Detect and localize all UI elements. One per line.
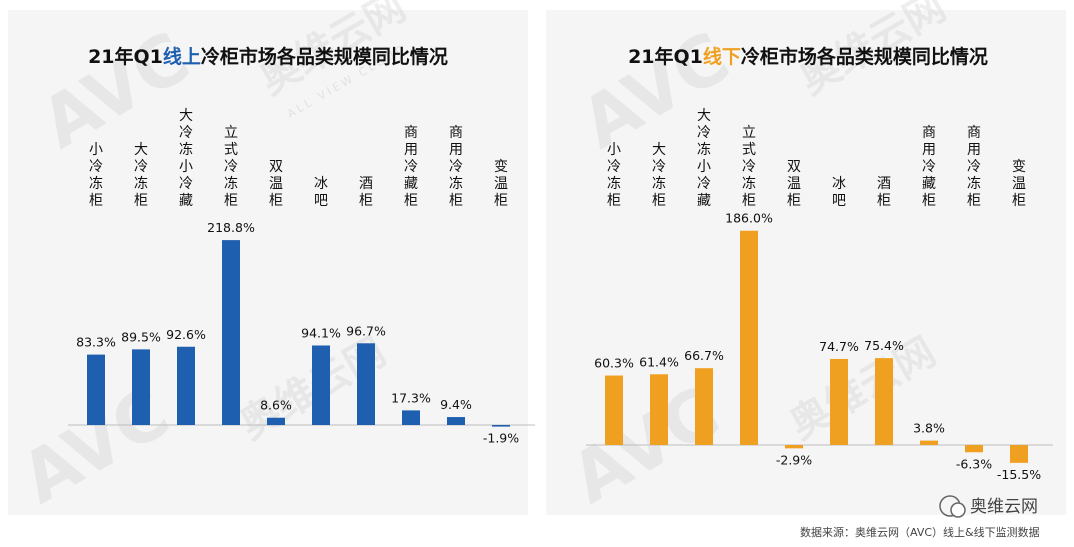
chart-title-part-0: 21年Q1 (88, 45, 163, 68)
category-label: 冰吧 (832, 176, 846, 209)
bar (447, 417, 465, 425)
bar (785, 445, 803, 449)
bar (920, 440, 938, 445)
chart-title-part-2: 冷柜市场各品类规模同比情况 (201, 45, 448, 68)
chart-title: 21年Q1线上冷柜市场各品类规模同比情况 (88, 45, 448, 68)
category-label: 变温柜 (494, 159, 508, 209)
bar (132, 349, 150, 425)
value-label: 218.8% (207, 220, 255, 235)
value-label: -1.9% (483, 431, 519, 446)
category-label: 双温柜 (269, 159, 283, 209)
left-panel-bg (8, 10, 528, 515)
category-label: 酒柜 (359, 176, 373, 209)
bar (492, 425, 510, 427)
value-label: 9.4% (440, 397, 472, 412)
category-label: 小冷冻柜 (607, 142, 621, 209)
value-label: 74.7% (819, 339, 859, 354)
category-label: 商用冷藏柜 (404, 125, 418, 209)
bar (830, 358, 848, 445)
chart-title-part-1: 线下 (703, 45, 741, 68)
value-label: 94.1% (301, 325, 341, 340)
category-label: 商用冷冻柜 (449, 125, 463, 209)
value-label: 92.6% (166, 327, 206, 342)
value-label: 96.7% (346, 323, 386, 338)
bar (267, 417, 285, 425)
bar (605, 375, 623, 445)
bar (222, 240, 240, 425)
category-label: 大冷冻柜 (134, 142, 148, 209)
category-label: 大冷冻小冷藏 (179, 108, 193, 209)
right-panel-bg (546, 10, 1066, 515)
chart-title-part-2: 冷柜市场各品类规模同比情况 (741, 45, 988, 68)
category-label: 立式冷冻柜 (224, 125, 238, 209)
category-label: 商用冷藏柜 (922, 125, 936, 209)
category-label: 变温柜 (1012, 159, 1026, 209)
wechat-name: 奥维云网 (970, 497, 1038, 517)
value-label: 89.5% (121, 329, 161, 344)
value-label: 66.7% (684, 348, 724, 363)
category-label: 大冷冻小冷藏 (697, 108, 711, 209)
value-label: 8.6% (260, 398, 292, 413)
chart-title: 21年Q1线下冷柜市场各品类规模同比情况 (628, 45, 988, 68)
bar (965, 445, 983, 453)
value-label: -15.5% (997, 467, 1041, 482)
value-label: 3.8% (913, 421, 945, 436)
bar (87, 354, 105, 425)
value-label: 186.0% (725, 211, 773, 226)
value-label: -2.9% (776, 452, 812, 467)
bar (402, 410, 420, 425)
bar (740, 230, 758, 445)
category-label: 小冷冻柜 (89, 142, 103, 209)
category-label: 大冷冻柜 (652, 142, 666, 209)
wechat-badge: 奥维云网 (939, 495, 1038, 518)
value-label: 17.3% (391, 390, 431, 405)
category-label: 立式冷冻柜 (742, 125, 756, 209)
wechat-icon-bubble (950, 502, 966, 518)
chart-title-part-1: 线上 (163, 45, 201, 68)
bar (650, 374, 668, 445)
value-label: 83.3% (76, 335, 116, 350)
value-label: 60.3% (594, 356, 634, 371)
bar (875, 358, 893, 445)
chart-title-part-0: 21年Q1 (628, 45, 703, 68)
category-label: 商用冷冻柜 (967, 125, 981, 209)
category-label: 双温柜 (787, 159, 801, 209)
bar (695, 368, 713, 445)
bar (177, 346, 195, 425)
bar (1010, 445, 1028, 463)
category-label: 冰吧 (314, 176, 328, 209)
value-label: -6.3% (956, 456, 992, 471)
value-label: 75.4% (864, 338, 904, 353)
category-label: 酒柜 (877, 176, 891, 209)
bar (312, 345, 330, 425)
data-source: 数据来源：奥维云网（AVC）线上&线下监测数据 (800, 525, 1040, 539)
value-label: 61.4% (639, 354, 679, 369)
bar (357, 343, 375, 425)
